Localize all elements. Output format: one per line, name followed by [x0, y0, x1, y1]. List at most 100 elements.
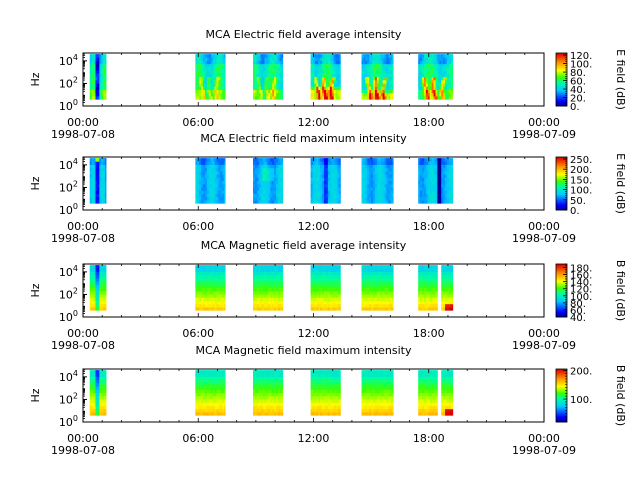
spectrogram-cell — [89, 379, 93, 384]
spectrogram-cell — [276, 161, 279, 165]
spectrogram-cell — [335, 297, 338, 301]
spectrogram-cell — [91, 290, 94, 295]
spectrogram-cell — [101, 83, 104, 87]
spectrogram-cell — [276, 395, 279, 400]
spectrogram-cell — [322, 300, 325, 305]
spectrogram-cell — [443, 158, 446, 162]
spectrogram-cell — [266, 300, 269, 305]
spectrogram-cell — [272, 63, 275, 68]
spectrogram-cell — [427, 89, 431, 94]
spectrogram-cell — [384, 294, 387, 298]
spectrogram-cell — [371, 73, 374, 78]
spectrogram-cell — [431, 92, 434, 97]
spectrogram-cell — [258, 294, 262, 298]
spectrogram-cell — [216, 76, 219, 81]
spectrogram-cell — [220, 86, 223, 90]
spectrogram-cell — [101, 92, 104, 97]
spectrogram-cell — [429, 278, 433, 282]
spectrogram-cell — [256, 54, 260, 58]
spectrogram-cell — [450, 57, 454, 61]
spectrogram-cell — [325, 171, 329, 175]
spectrogram-cell — [222, 79, 225, 84]
y-tick-label: 104 — [59, 157, 78, 172]
spectrogram-cell — [204, 174, 208, 178]
spectrogram-cell — [388, 193, 391, 198]
colorbar-tick-label: 60. — [570, 77, 586, 88]
spectrogram-cell — [203, 281, 206, 285]
spectrogram-cell — [418, 67, 421, 71]
spectrogram-cell — [224, 265, 226, 269]
spectrogram-cell — [320, 63, 323, 68]
spectrogram-cell — [420, 63, 423, 68]
spectrogram-cell — [266, 187, 269, 191]
spectrogram-cell — [220, 174, 223, 178]
spectrogram-cell — [258, 89, 262, 94]
spectrogram-cell — [270, 297, 273, 301]
spectrogram-cell — [91, 70, 94, 74]
spectrogram-cell — [256, 174, 260, 178]
spectrogram-cell — [99, 83, 102, 87]
spectrogram-cell — [195, 373, 198, 377]
spectrogram-cell — [324, 171, 327, 175]
spectrogram-cell — [425, 274, 429, 279]
colorbar-segment — [556, 197, 567, 200]
spectrogram-cell — [433, 174, 436, 178]
spectrogram-cell — [392, 278, 394, 282]
spectrogram-cell — [339, 63, 341, 68]
spectrogram-cell — [427, 86, 431, 90]
spectrogram-cell — [89, 171, 93, 175]
spectrogram-cell — [212, 83, 215, 87]
spectrogram-cell — [101, 190, 104, 194]
spectrogram-cell — [339, 297, 341, 301]
spectrogram-cell — [203, 86, 206, 90]
spectrogram-cell — [199, 196, 202, 201]
spectrogram-cell — [99, 379, 102, 384]
spectrogram-cell — [382, 164, 385, 169]
spectrogram-cell — [279, 193, 283, 198]
spectrogram-cell — [369, 281, 372, 285]
spectrogram-cell — [361, 297, 364, 301]
spectrogram-cell — [274, 271, 277, 276]
spectrogram-cell — [435, 180, 438, 185]
spectrogram-cell — [214, 190, 217, 194]
spectrogram-cell — [331, 278, 335, 282]
spectrogram-cell — [103, 70, 106, 74]
spectrogram-cell — [254, 63, 258, 68]
spectrogram-cell — [274, 86, 277, 90]
spectrogram-cell — [206, 92, 210, 97]
spectrogram-cell — [201, 92, 204, 97]
spectrogram-cell — [443, 190, 446, 194]
spectrogram-cell — [277, 395, 281, 400]
colorbar-tick-label: 200. — [570, 165, 592, 176]
spectrogram-cell — [445, 193, 448, 198]
spectrogram-cell — [218, 389, 221, 394]
spectrogram-cell — [203, 373, 206, 377]
spectrogram-cell — [218, 200, 221, 204]
spectrogram-cell — [439, 96, 442, 100]
x-tick-label: 00:00 — [67, 116, 99, 129]
spectrogram-cell — [420, 161, 423, 165]
spectrogram-cell — [423, 161, 427, 165]
spectrogram-cell — [93, 60, 96, 65]
spectrogram-cell — [203, 297, 206, 301]
spectrogram-cell — [435, 307, 438, 311]
data-band — [252, 370, 284, 416]
spectrogram-cell — [95, 57, 98, 61]
spectrogram-cell — [252, 96, 256, 100]
spectrogram-cell — [95, 376, 98, 381]
spectrogram-cell — [203, 408, 206, 413]
spectrogram-cell — [335, 290, 338, 295]
spectrogram-cell — [101, 284, 104, 289]
panel-3: MCA Magnetic field average intensity1001… — [29, 239, 627, 352]
spectrogram-cell — [97, 83, 100, 87]
spectrogram-cell — [264, 190, 267, 194]
spectrogram-cell — [268, 89, 271, 94]
spectrogram-cell — [254, 92, 258, 97]
spectrogram-cell — [277, 92, 281, 97]
spectrogram-cell — [329, 164, 333, 169]
spectrogram-cell — [392, 307, 394, 311]
spectrogram-cell — [310, 158, 313, 162]
spectrogram-cell — [218, 376, 221, 381]
spectrogram-cell — [433, 177, 436, 182]
spectrogram-cell — [443, 303, 446, 308]
